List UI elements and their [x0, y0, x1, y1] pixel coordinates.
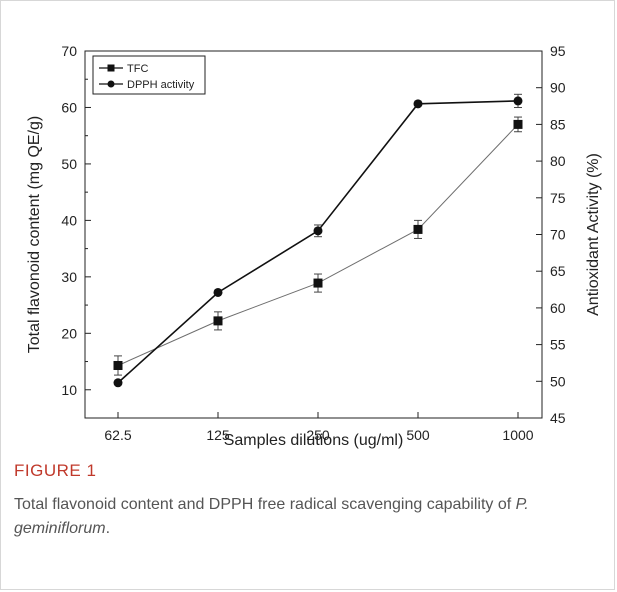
- y-tick-label: 40: [61, 212, 77, 228]
- chart: 10 20 30 40 50 60 70 45 50 55 60 65 70 75 80 85 90 95 62.5…: [26, 43, 602, 449]
- y2-tick-label: 65: [550, 263, 566, 279]
- x-tick-label: 250: [306, 427, 330, 443]
- data-point: [413, 224, 423, 234]
- data-point: [113, 360, 123, 370]
- data-point: [213, 287, 223, 297]
- caption-end: .: [105, 520, 111, 537]
- y-tick-label: 30: [61, 269, 77, 285]
- y2-tick-label: 85: [550, 116, 566, 132]
- data-point: [513, 119, 523, 129]
- y-tick-label: 10: [61, 382, 77, 398]
- legend-label: DPPH activity: [127, 79, 195, 91]
- x-tick-label: 125: [206, 427, 230, 443]
- x-tick-label: 1000: [502, 427, 533, 443]
- caption-species: P. geminiflorum: [14, 496, 529, 537]
- y2-tick-label: 50: [550, 373, 566, 389]
- caption-text: Total flavonoid content and DPPH free ra…: [14, 496, 516, 513]
- y2-tick-label: 55: [550, 337, 566, 353]
- data-point: [313, 226, 323, 236]
- legend-marker: [107, 64, 115, 72]
- x-tick-label: 500: [406, 427, 430, 443]
- y2-tick-label: 75: [550, 190, 566, 206]
- y-tick-label: 20: [61, 325, 77, 341]
- data-point: [213, 316, 223, 326]
- y2-tick-label: 80: [550, 153, 566, 169]
- y-axis-title: Total flavonoid content (mg QE/g): [26, 116, 43, 353]
- data-point: [513, 96, 523, 106]
- y-tick-label: 50: [61, 156, 77, 172]
- figure-caption: Total flavonoid content and DPPH free ra…: [14, 493, 599, 541]
- legend-box: [92, 55, 206, 95]
- y2-tick-label: 45: [550, 410, 566, 426]
- y2-tick-label: 70: [550, 227, 566, 243]
- data-point: [113, 378, 123, 388]
- legend-label: TFC: [127, 63, 148, 75]
- figure-label: FIGURE 1: [14, 461, 97, 480]
- y-tick-label: 70: [61, 43, 77, 59]
- y2-axis-title: Antioxidant Activity (%): [585, 153, 602, 316]
- x-tick-label: 62.5: [104, 427, 131, 443]
- y2-tick-label: 95: [550, 43, 566, 59]
- legend-marker: [107, 80, 115, 88]
- y2-tick-label: 90: [550, 80, 566, 96]
- data-point: [313, 278, 323, 288]
- x-axis-title: Samples dilutions (ug/ml): [224, 432, 404, 449]
- series-line: [117, 100, 519, 384]
- y-tick-label: 60: [61, 99, 77, 115]
- y2-tick-label: 60: [550, 300, 566, 316]
- data-point: [413, 99, 423, 109]
